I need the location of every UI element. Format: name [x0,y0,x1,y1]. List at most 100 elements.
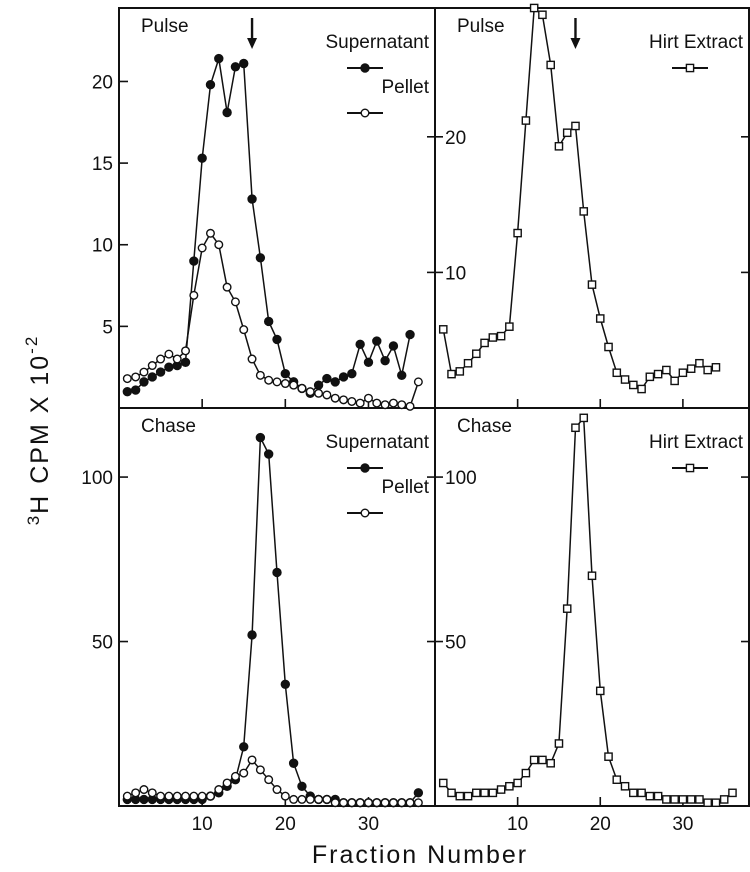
panel-2-series-1-point [620,375,630,384]
panel-1-series-2-point [322,390,332,400]
panel-4-series-1-point [513,778,522,788]
panel-1-ytick-label: 10 [92,236,113,257]
panel-1-series-1-point [197,153,207,163]
panel-2-series-1-point [480,338,489,348]
panel-3-series-2-point [322,794,332,804]
panel-1-series-2-point [297,383,307,393]
panel-4-series-1-point [505,781,514,791]
panel-1-series-1-point [147,372,157,382]
panel-1-series-1-point [330,377,340,387]
panel-2-series-1-point [521,116,531,125]
panel-3-ytick-label: 50 [92,633,113,654]
panel-3-legend-label: Pellet [381,477,429,498]
panel-2-series-1-point [513,228,522,238]
panel-3-series-2-point [222,778,232,788]
panel-1-series-2-point [230,297,240,307]
panel-1-series-1-point [130,385,141,395]
panel-1-ytick-label: 15 [92,154,113,175]
panel-2-series-1-point [438,325,448,334]
panel-3-series-2-point [189,791,199,801]
panel-4-series-1-point [554,739,564,748]
panel-3-series-2-point [297,794,307,804]
panel-4-series-1-point [496,785,506,794]
panel-2-series-1-point [686,364,696,373]
panel-3-series-2-point [339,798,349,808]
panel-2-series-1-point [595,314,605,323]
panel-3-series-2-point [272,785,282,795]
y-axis-title-superscript: 3 [24,514,43,525]
panel-4-series-1-point [463,791,473,801]
panel-1-series-2-point [205,228,215,238]
panel-1-legend-label: Pellet [381,77,429,98]
panel-4-frame [434,407,750,807]
panel-1-series-1-point [230,62,241,72]
panel-1-series-2-point [164,349,174,359]
panel-1-series-1-point [372,336,382,346]
panel-2-legend-marker [685,63,695,73]
panel-1-series-2-point [222,282,232,292]
panel-4-series-1-point [538,755,547,765]
panel-4-series-1-point [480,788,489,798]
panel-2-series-1-point [447,369,456,379]
panel-3-series-2-point [214,785,224,795]
panel-3-legend-marker [360,508,370,518]
panel-1-frame [118,7,436,409]
panel-1-series-1-point [139,377,149,387]
panel-3-series-1-point [272,567,282,578]
panel-3-series-2-point [239,768,249,778]
panel-2-legend-label: Hirt Extract [649,32,744,53]
panel-3-series-2-point [405,798,415,808]
panel-1-series-2-point [280,379,290,389]
panel-4-series-1-point [612,775,622,784]
panel-1-series-1-point [263,316,274,327]
panel-3-xtick-label: 10 [192,814,213,835]
panel-1-series-2-point [131,372,141,382]
panel-3-series-2-point [388,798,398,808]
panel-4-legend-marker [685,463,695,473]
panel-1-series-2-point [330,393,340,403]
panel-1-series-1-point [272,334,282,345]
panel-2-series-1-point [546,60,555,70]
panel-2-series-1-point [529,3,539,13]
panel-3-series-2-point [330,798,340,808]
panel-1-series-2-point [189,290,199,300]
panel-1-series-1-point [313,380,324,390]
panel-1-series-2-point [239,325,249,335]
panel-4-legend-label: Hirt Extract [649,432,744,453]
panel-3-series-2-point [413,798,423,808]
panel-2-series-1-line [442,6,717,390]
panel-3-series-2-point [255,765,265,775]
panel-3-series-1-point [280,679,291,689]
panel-1-series-2-point [397,400,407,410]
panel-4-series-1-point [653,791,663,801]
panel-1-series-1-point [122,386,133,397]
panel-1-series-2-point [272,377,282,387]
panel-1-series-1-point [189,256,199,266]
panel-1-legend-marker [360,63,370,73]
panel-3-series-2-point [372,798,382,808]
panel-3-series-2-point [247,755,257,765]
panel-4-xtick-label: 30 [672,814,693,835]
panel-4-series-1-point [562,604,572,613]
panel-1-ytick-label: 5 [102,317,113,338]
panel-1-legend-label: Supernatant [325,32,429,53]
panel-3-series-1-point [297,781,307,791]
panel-1-series-1-point [380,355,390,366]
panel-4-series-1-line [442,415,733,804]
panel-3-series-2-point [181,791,191,801]
panel-3-series-2-point [230,771,240,781]
panel-3-series-1-point [255,432,266,443]
panel-1-series-2-point [264,375,274,385]
panel-3-series-2-point [280,791,290,801]
panel-1-series-1-point [247,194,257,204]
panel-4-series-1-point [645,791,655,801]
panel-1-series-2-point [405,401,415,411]
panel-1-series-1-point [322,373,332,384]
panel-4-series-1-point [447,788,456,798]
panel-2-series-1-point [496,331,506,341]
panel-1-series-2-point [305,387,315,397]
panel-2-series-1-point [629,380,638,390]
panel-3-series-2-point [363,798,373,808]
panel-3-series-1-point [247,630,257,640]
